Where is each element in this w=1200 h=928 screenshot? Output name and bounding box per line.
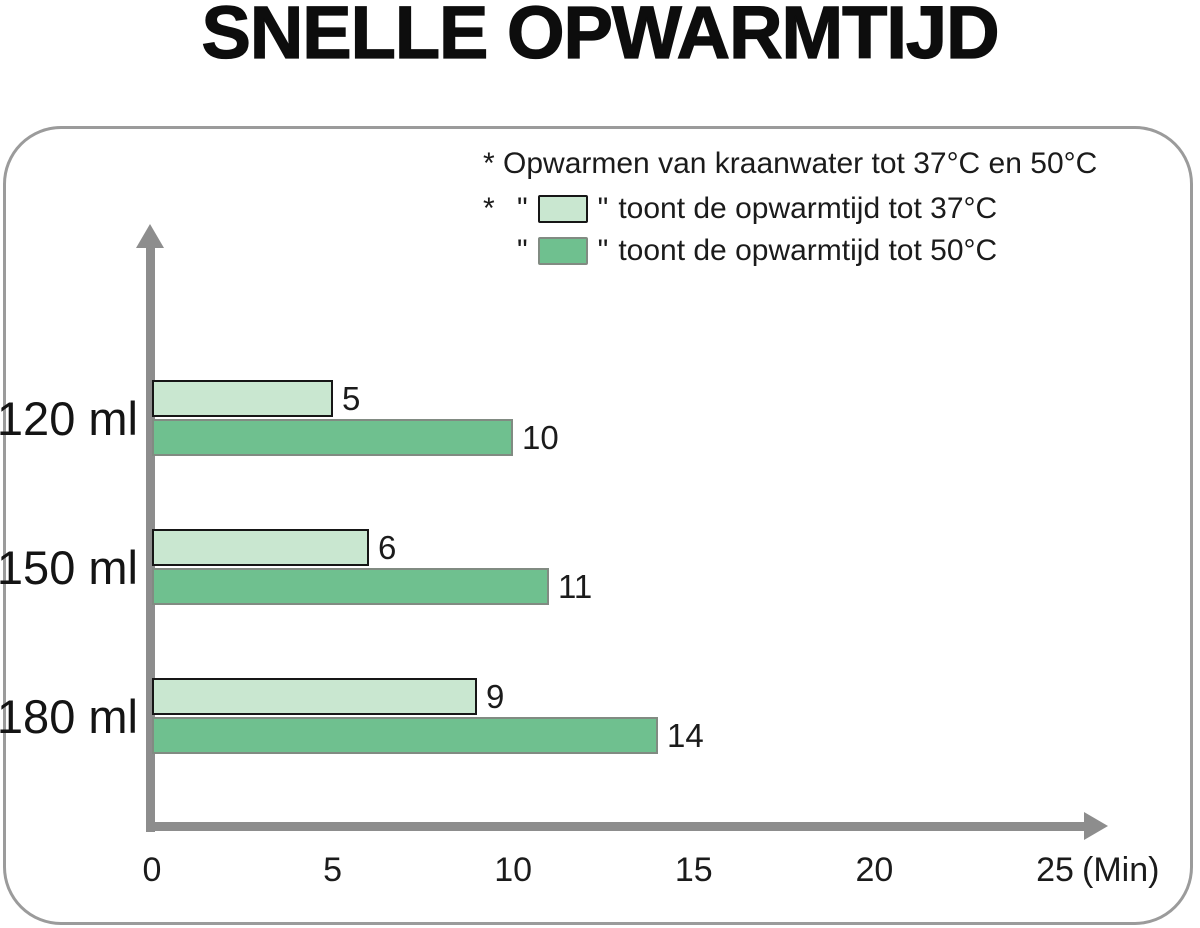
bar-120ml-37c	[152, 380, 333, 417]
legend-swatch-37c-icon	[537, 195, 588, 223]
category-label: 180 ml	[0, 689, 138, 743]
bar-value-label: 5	[342, 379, 361, 417]
x-tick-label: 5	[323, 851, 343, 889]
quote-open: "	[517, 234, 528, 267]
quote-close: "	[597, 234, 609, 267]
x-axis-line	[146, 822, 1088, 831]
legend-swatch-50c-icon	[537, 237, 588, 265]
chart-frame	[3, 126, 1193, 925]
legend-item-50c: " " toont de opwarmtijd tot 50°C	[483, 234, 1097, 268]
bar-150ml-37c	[152, 529, 369, 566]
bar-value-label: 14	[667, 716, 704, 754]
legend: * Opwarmen van kraanwater tot 37°C en 50…	[483, 147, 1097, 276]
legend-item-37c: * " " toont de opwarmtijd tot 37°C	[483, 192, 1097, 226]
x-tick-label: 25	[1036, 851, 1074, 889]
x-axis-arrow-icon	[1084, 812, 1108, 840]
x-tick-label: 0	[142, 851, 162, 889]
legend-label-50c: toont de opwarmtijd tot 50°C	[618, 234, 998, 267]
y-axis-arrow-icon	[136, 224, 164, 248]
chart-title: SNELLE OPWARMTIJD	[201, 0, 1000, 75]
category-label: 120 ml	[0, 391, 138, 445]
category-label: 150 ml	[0, 540, 138, 594]
legend-asterisk: *	[483, 192, 495, 225]
bar-180ml-37c	[152, 678, 477, 715]
bar-120ml-50c	[152, 419, 513, 456]
x-tick-label: 10	[494, 851, 533, 889]
bar-value-label: 10	[522, 418, 559, 456]
legend-label-37c: toont de opwarmtijd tot 37°C	[618, 192, 998, 225]
bar-180ml-50c	[152, 717, 658, 754]
x-tick-label: 15	[674, 851, 713, 889]
bar-value-label: 11	[558, 567, 593, 605]
legend-note: * Opwarmen van kraanwater tot 37°C en 50…	[483, 147, 1098, 180]
quote-close: "	[597, 192, 609, 225]
bar-value-label: 9	[486, 677, 505, 715]
quote-open: "	[517, 192, 528, 225]
bar-150ml-50c	[152, 568, 549, 605]
bar-value-label: 6	[378, 528, 397, 566]
y-axis-line	[146, 240, 155, 832]
x-axis-unit-label: (Min)	[1082, 851, 1160, 889]
x-tick-label: 20	[855, 851, 894, 889]
